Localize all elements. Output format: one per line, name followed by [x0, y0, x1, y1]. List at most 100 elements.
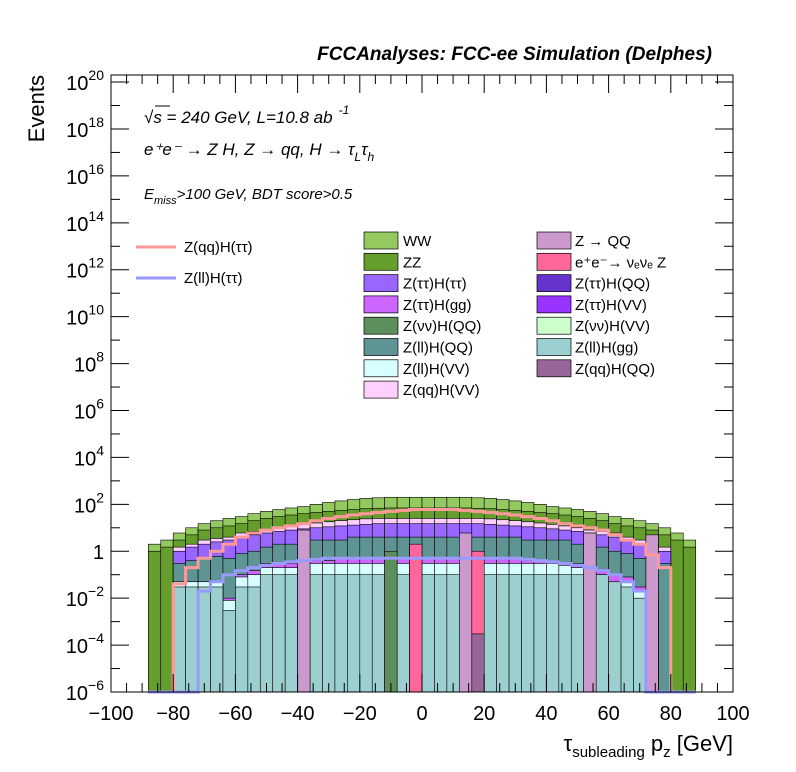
bar-1-18: [359, 574, 373, 693]
bar-7-44: [682, 546, 696, 693]
legend-col2-label-4: Z(ττ)H(VV): [575, 297, 647, 314]
x-tick-label-10: 80: [660, 703, 682, 725]
y-tick-label-2: 10−4: [66, 630, 104, 658]
info-process-text: e⁺e⁻ → Z H, Z → qq, H → τ: [144, 140, 356, 159]
y-tick-exp-5: 2: [96, 489, 104, 505]
bar-1-6: [210, 586, 224, 693]
info-emiss-e: E: [144, 186, 155, 203]
x-tick-label-1: −100: [88, 703, 133, 725]
legend-col2-label-6: Z(ll)H(gg): [575, 340, 638, 357]
spike-4-1: [297, 529, 311, 693]
x-tick-label-9: 60: [597, 703, 619, 725]
bar-1-25: [446, 574, 460, 693]
x-axis-title-psub: z: [663, 744, 671, 761]
bar-1-10: [259, 574, 274, 693]
bar-1-16: [334, 574, 348, 693]
bar-7-2: [160, 546, 174, 693]
y-tick-base-13: 10: [66, 120, 88, 142]
y-tick-base-7: 10: [74, 401, 96, 423]
y-tick-label-14: 1020: [66, 67, 104, 95]
y-tick-base-4: 1: [93, 542, 104, 564]
bar-1-31: [521, 574, 535, 693]
bar-1-33: [546, 574, 560, 693]
x-tick-label-5: −20: [343, 703, 377, 725]
y-tick-label-11: 1014: [66, 208, 104, 236]
x-tick-label-11: 100: [716, 703, 749, 725]
bar-1-32: [533, 574, 547, 693]
x-tick-label-8: 40: [535, 703, 557, 725]
legend-col1-label-3: Z(ττ)H(ττ): [403, 276, 467, 293]
bar-1-5: [197, 586, 211, 693]
bar-1-24: [434, 574, 448, 693]
y-tick-label-8: 108: [74, 349, 104, 377]
legend-col2-label-5: Z(νν)H(VV): [575, 318, 650, 335]
bar-1-9: [247, 586, 261, 693]
bar-1-3: [172, 586, 186, 693]
overlay-line-2: [148, 556, 696, 694]
info-process: e⁺e⁻ → Z H, Z → qq, H → τLτh: [144, 140, 374, 164]
y-tick-base-10: 10: [66, 261, 88, 283]
legend-line-label-1: Z(qq)H(ττ): [184, 239, 253, 256]
bar-7-43: [670, 539, 684, 693]
y-tick-label-3: 10−2: [66, 583, 104, 611]
legend-line-label-2: Z(ll)H(ττ): [184, 270, 243, 287]
bar-1-39: [620, 586, 634, 693]
y-tick-base-2: 10: [66, 636, 88, 658]
y-tick-label-5: 102: [74, 489, 104, 517]
legend-col1-label-1: WW: [403, 233, 432, 250]
y-tick-label-6: 104: [74, 442, 104, 470]
legend-col2-swatch-4: [536, 295, 572, 314]
info-sqrt-s: √s = 240 GeV, L=10.8 ab -1: [144, 103, 349, 127]
bar-1-38: [608, 581, 622, 693]
legend-col2-label-7: Z(qq)H(QQ): [575, 361, 655, 378]
legend-col1-swatch-6: [363, 338, 399, 356]
spike-3-1: [471, 633, 485, 693]
info-emiss-sub: miss: [154, 195, 177, 207]
y-tick-exp-10: 12: [88, 255, 104, 271]
bar-1-15: [322, 574, 336, 693]
info-tau-l: L: [354, 150, 361, 164]
bar-1-37: [595, 574, 609, 693]
info-text: √s = 240 GeV, L=10.8 ab -1 e⁺e⁻ → Z H, Z …: [144, 103, 374, 207]
y-tick-label-12: 1016: [66, 161, 104, 189]
spike-4-3: [583, 532, 597, 693]
x-axis-title-p: p: [645, 731, 663, 756]
bar-4-42: [658, 563, 672, 693]
legend-col1-label-4: Z(ττ)H(gg): [403, 297, 472, 314]
legend-col2-label-3: Z(ττ)H(QQ): [575, 276, 650, 293]
bar-1-19: [371, 574, 385, 693]
x-tick-label-7: 20: [473, 703, 495, 725]
legend-col2-swatch-6: [536, 338, 572, 356]
bar-1-11: [272, 574, 286, 693]
y-tick-base-1: 10: [66, 683, 88, 705]
y-tick-base-5: 10: [74, 495, 96, 517]
y-tick-base-12: 10: [66, 167, 88, 189]
legend-col1-swatch-4: [363, 295, 399, 314]
info-sqrt-s-text: √s = 240 GeV, L=10.8 ab: [144, 108, 333, 127]
bar-7-1: [148, 550, 162, 693]
bar-1-8: [235, 586, 249, 693]
bar-1-29: [496, 574, 510, 693]
legend-col2-swatch-7: [536, 359, 572, 378]
legend-col2-label-2: e⁺e⁻→ νₑνₑ Z: [575, 254, 666, 271]
overlay-line-1: [148, 508, 696, 694]
spike-1-1: [409, 543, 423, 693]
overlay-lines: [148, 508, 696, 694]
y-tick-base-14: 10: [66, 73, 88, 95]
y-tick-exp-1: −6: [88, 677, 104, 693]
y-tick-exp-13: 18: [88, 114, 104, 130]
y-tick-label-1: 10−6: [66, 677, 104, 705]
bar-1-34: [558, 574, 572, 693]
legend: Z(qq)H(ττ) Z(ll)H(ττ) WW ZZ Z(ττ)H(ττ) Z(ττ)H…: [136, 231, 666, 399]
legend-col1-label-6: Z(ll)H(QQ): [403, 340, 473, 357]
legend-col1-label-7: Z(ll)H(VV): [403, 361, 470, 378]
y-tick-base-11: 10: [66, 214, 88, 236]
x-axis-title-sub: subleading: [572, 744, 645, 761]
info-lumi-exp: -1: [339, 103, 350, 117]
bar-1-17: [347, 574, 361, 693]
y-tick-label-9: 1010: [66, 302, 104, 330]
bar-1-4: [185, 586, 199, 693]
y-tick-exp-6: 4: [96, 442, 104, 458]
legend-col1-label-5: Z(νν)H(QQ): [403, 318, 481, 335]
